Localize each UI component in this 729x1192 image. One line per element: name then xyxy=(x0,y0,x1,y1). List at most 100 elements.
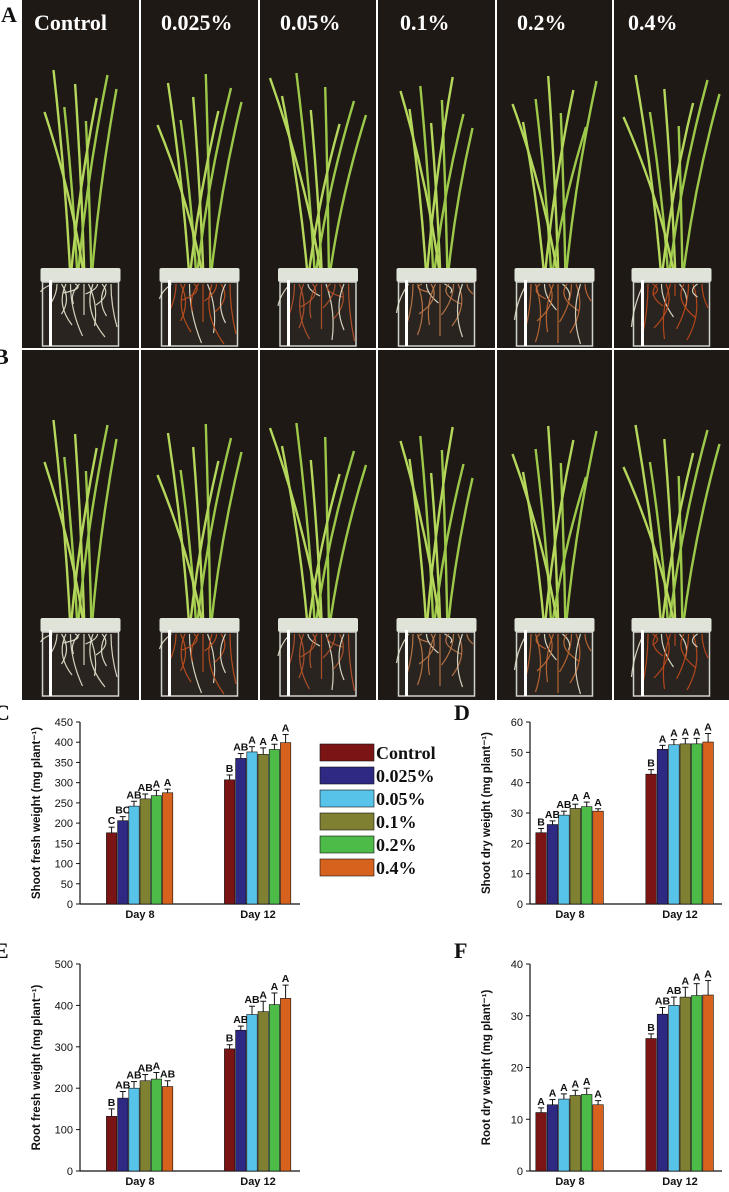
root-strand xyxy=(179,283,187,322)
leaf xyxy=(63,106,79,281)
significance-letter: B xyxy=(647,758,655,770)
root-strand xyxy=(691,633,698,648)
scale-bar xyxy=(287,630,290,696)
leaf xyxy=(306,473,341,631)
leaf xyxy=(432,113,465,281)
root-strand xyxy=(347,633,356,692)
leaf xyxy=(156,124,205,281)
root-strand xyxy=(219,633,227,674)
bar xyxy=(679,743,691,905)
root-strand xyxy=(418,283,435,315)
root-strand xyxy=(62,633,79,644)
leaf xyxy=(90,438,118,631)
leaf xyxy=(534,98,553,281)
leaf xyxy=(63,456,79,631)
leaf xyxy=(399,90,442,281)
plant-photo-b-2 xyxy=(141,350,258,700)
bar xyxy=(668,1005,680,1172)
root-strand xyxy=(680,283,697,319)
root-strand xyxy=(427,633,437,676)
root-strand xyxy=(425,633,439,654)
leaf xyxy=(681,93,721,281)
leaf xyxy=(69,97,98,281)
significance-letter: AB xyxy=(160,1069,176,1081)
leaf xyxy=(84,470,93,631)
root-strand xyxy=(85,283,99,295)
bar xyxy=(656,1013,669,1172)
root-strand xyxy=(584,633,592,652)
significance-letter: A xyxy=(693,972,701,984)
x-category-label: Day 8 xyxy=(125,1176,154,1187)
bar xyxy=(139,798,151,905)
leaf xyxy=(425,76,454,281)
y-tick-label: 150 xyxy=(55,838,73,850)
bar xyxy=(546,1104,559,1172)
root-strand xyxy=(322,283,336,309)
scale-bar xyxy=(641,280,644,346)
jar-lid xyxy=(631,268,712,282)
jar-lid xyxy=(396,618,477,632)
y-tick-label: 350 xyxy=(55,757,73,769)
leaf xyxy=(179,469,198,631)
root-strand xyxy=(219,283,227,324)
legend-label: 0.4% xyxy=(376,858,417,878)
legend-label: Control xyxy=(376,743,436,763)
leaf xyxy=(660,102,695,281)
x-category-label: Day 12 xyxy=(662,1176,697,1187)
leaf xyxy=(73,83,86,281)
plant-photo-a-1 xyxy=(22,0,139,348)
scale-bar xyxy=(641,630,644,696)
plant-leaves xyxy=(399,426,474,631)
plant-leaves xyxy=(622,74,721,281)
bar xyxy=(150,1078,162,1172)
jar-lid xyxy=(514,618,595,632)
leaf xyxy=(192,96,205,281)
root-strand xyxy=(441,283,455,316)
y-tick-label: 500 xyxy=(55,959,73,971)
leaf xyxy=(543,439,575,631)
leaf xyxy=(43,111,86,281)
root-strand xyxy=(451,633,463,677)
chart-root-fresh-weight: 0 100 200 300 400 500 Root fresh weight (mg pl… xyxy=(31,959,300,1188)
root-strand xyxy=(562,633,571,651)
leaf xyxy=(399,440,442,631)
leaf xyxy=(209,101,243,281)
significance-letter: AB xyxy=(545,809,561,821)
root-strand xyxy=(338,283,345,331)
photo-label-control: Control xyxy=(34,10,107,35)
significance-letter: A xyxy=(594,797,602,809)
leaf xyxy=(521,471,546,631)
bar xyxy=(546,824,559,905)
jar-body xyxy=(41,631,120,697)
root-strand xyxy=(61,283,68,315)
legend-swatch xyxy=(319,789,375,808)
bar xyxy=(569,808,581,905)
leaf xyxy=(188,460,220,631)
bar xyxy=(581,1094,593,1172)
bar xyxy=(280,998,292,1172)
significance-letter: AB xyxy=(666,985,682,997)
scale-bar xyxy=(405,280,408,346)
root-strand xyxy=(181,633,198,651)
root-strand xyxy=(660,283,674,318)
plant-photo-a-5 xyxy=(497,0,612,348)
bar xyxy=(569,1095,581,1172)
photo-row-b xyxy=(22,350,729,700)
jar-lid xyxy=(278,618,358,632)
bar xyxy=(668,744,680,905)
significance-letter: A xyxy=(259,989,267,1001)
plant-leaves xyxy=(268,72,368,281)
y-tick-label: 50 xyxy=(61,879,73,891)
root-strand xyxy=(299,633,311,690)
root-strand xyxy=(208,633,225,695)
bar xyxy=(235,1029,247,1172)
root-strand xyxy=(662,633,672,690)
y-tick-label: 0 xyxy=(517,1166,523,1178)
jar-lid xyxy=(40,268,121,282)
plant-leaves xyxy=(622,424,721,631)
significance-letter: A xyxy=(583,790,591,802)
root-strand xyxy=(653,283,670,329)
bar xyxy=(268,749,280,905)
plant-photo-b-4 xyxy=(378,350,495,700)
